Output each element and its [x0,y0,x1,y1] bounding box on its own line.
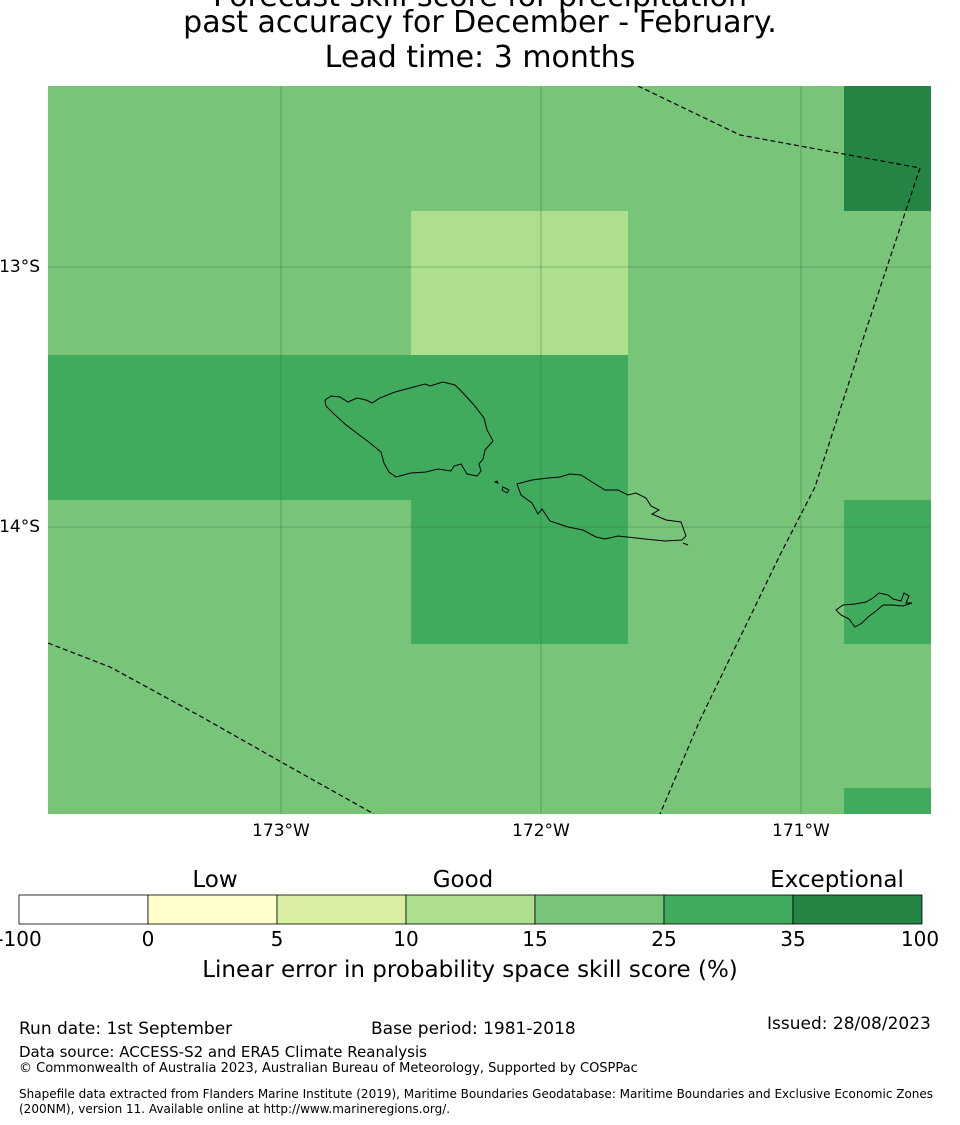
skill-cell-25-35-west [48,355,628,500]
legend-tick-0: 0 [141,927,155,951]
title-partial-line: Forecast skill score for precipitation [0,0,960,14]
tutuila-island-outline [835,592,913,628]
legend-swatch-0-5 [147,894,278,925]
legend-colorbar [18,894,923,925]
legend-tick-35: 35 [780,927,806,951]
copyright-notice: © Commonwealth of Australia 2023, Austra… [19,1061,638,1076]
legend-category-exceptional: Exceptional [770,867,904,893]
legend-swatch-35-100 [792,894,923,925]
lon-label-172w: 172°W [512,821,570,841]
legend-swatch-minus100-0 [18,894,149,925]
legend-category-low: Low [192,867,238,893]
legend-swatch-10-15 [405,894,536,925]
boundary-east [659,167,921,814]
legend-axis-label: Linear error in probability space skill … [202,957,738,983]
legend-tick-25: 25 [651,927,677,951]
lat-label-13s: 13°S [0,257,40,277]
legend-tick-15: 15 [522,927,548,951]
manono-islet-outline [501,486,510,494]
base-period: Base period: 1981-2018 [371,1019,576,1039]
legend-tick-100: 100 [900,927,940,951]
skill-cell-25-35-central [411,500,628,644]
coastlines [324,381,913,628]
legend-tick-5: 5 [270,927,284,951]
issued-date: Issued: 28/08/2023 [767,1014,931,1034]
legend-tick-10: 10 [393,927,419,951]
run-date: Run date: 1st September [19,1019,233,1039]
shapefile-attribution: Shapefile data extracted from Flanders M… [19,1087,934,1116]
legend-swatch-5-10 [276,894,407,925]
skill-cell-35-100 [844,86,931,211]
boundary-north [637,86,921,169]
skill-score-map [48,86,931,814]
apolima-islet-outline [493,480,499,484]
map-title-line-1: past accuracy for December - February. [183,5,777,40]
gridlines [48,86,931,814]
lon-label-171w: 171°W [772,821,830,841]
legend-category-good: Good [432,867,494,893]
lon-label-173w: 173°W [252,821,310,841]
savaii-island-outline [324,381,494,478]
legend-swatch-25-35 [663,894,794,925]
data-source: Data source: ACCESS-S2 and ERA5 Climate … [19,1043,427,1061]
map-title-line-2: Lead time: 3 months [324,40,636,75]
legend-swatch-15-25 [534,894,665,925]
maritime-boundaries [48,86,921,814]
skill-cell-25-35-southeast [844,788,931,814]
legend-tick-minus100: -100 [0,927,42,951]
nuutele-islet-outline [682,542,689,546]
skill-cell-25-35-east [844,500,931,644]
lat-label-14s: 14°S [0,517,40,537]
boundary-southwest [48,642,375,814]
skill-cell-10-15 [411,211,628,355]
upolu-island-outline [516,473,687,542]
